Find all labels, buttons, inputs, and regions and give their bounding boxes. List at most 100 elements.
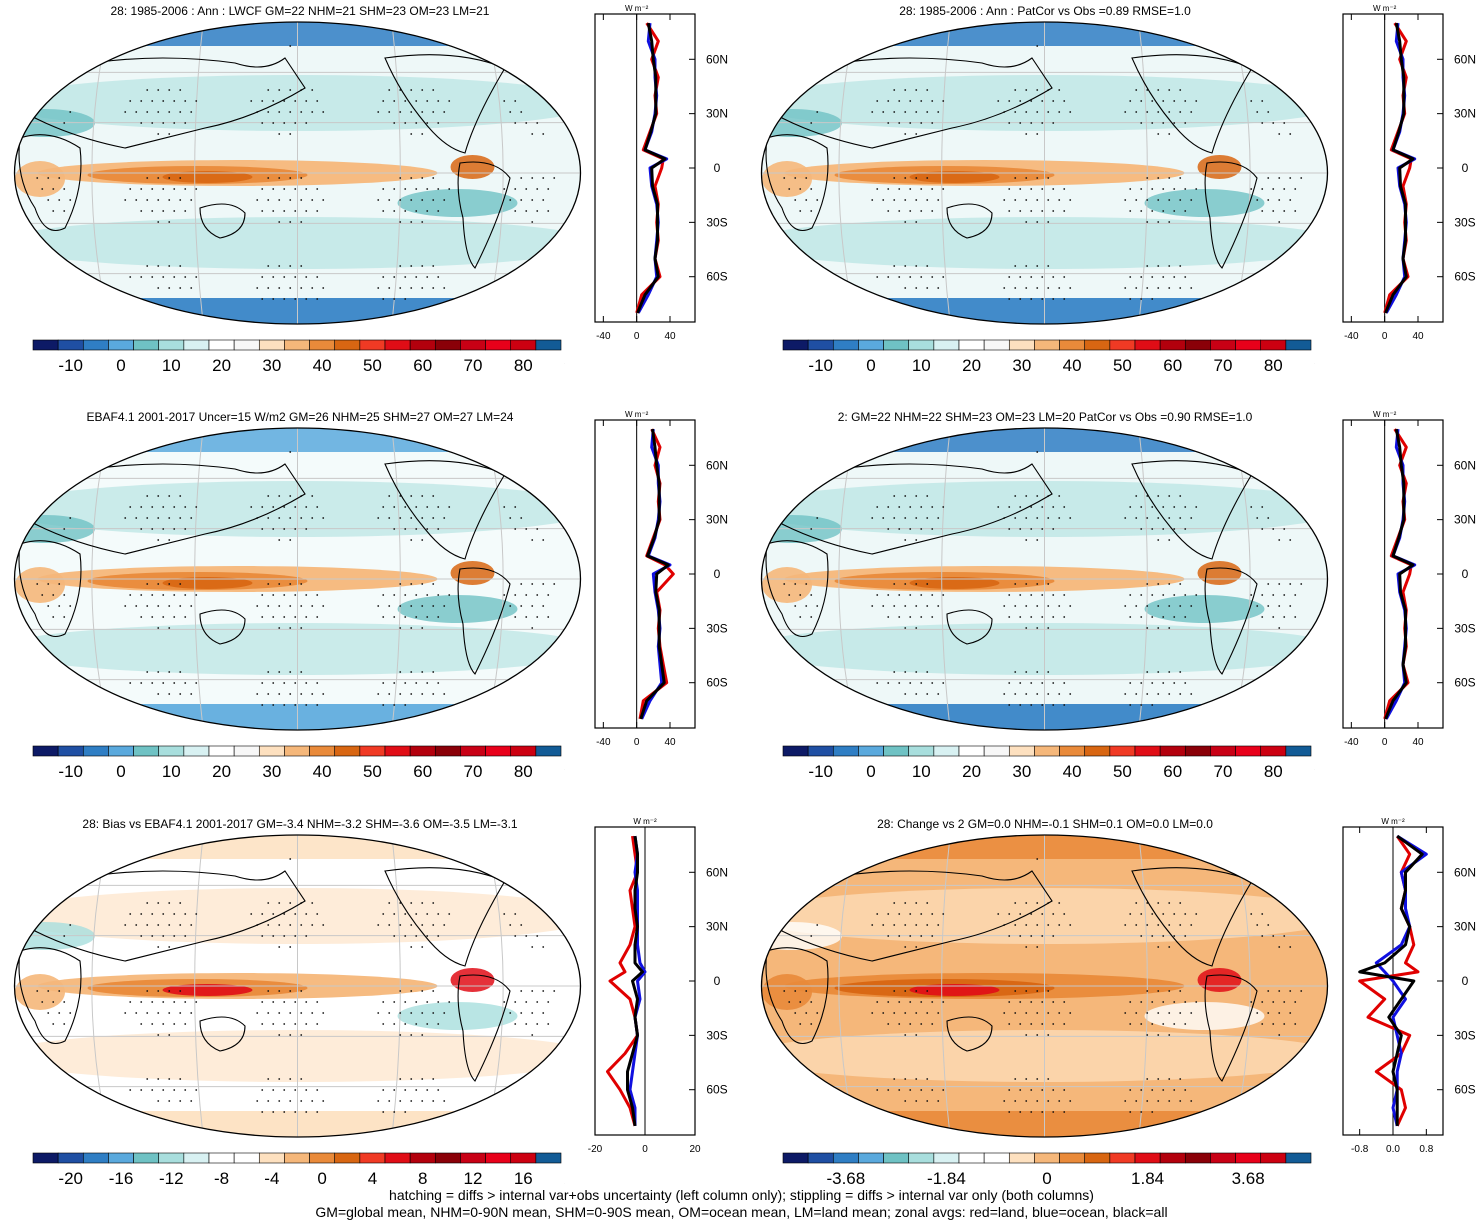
stipple-dot	[1157, 539, 1160, 541]
stipple-dot	[140, 122, 143, 124]
stipple-dot	[1036, 495, 1039, 497]
stipple-dot	[1124, 1012, 1127, 1014]
stipple-dot	[261, 704, 264, 706]
longitude-line	[1138, 835, 1148, 1137]
stipple-dot	[283, 1023, 286, 1025]
stipple-dot	[173, 1089, 176, 1091]
x-tick-label: -40	[1344, 331, 1359, 342]
stipple-dot	[1151, 210, 1154, 212]
stipple-dot	[1184, 594, 1187, 596]
stipple-dot	[157, 495, 160, 497]
stipple-dot	[168, 221, 171, 223]
australia-outline	[199, 609, 246, 645]
stipple-dot	[289, 902, 292, 904]
stipple-dot	[382, 616, 385, 618]
stipple-dot	[1283, 122, 1286, 124]
stipple-dot	[316, 704, 319, 706]
stipple-dot	[316, 616, 319, 618]
stipple-dot	[1047, 924, 1050, 926]
stipple-dot	[542, 605, 545, 607]
x-tick-label: -40	[1344, 737, 1359, 748]
stipple-dot	[135, 111, 138, 113]
stipple-dot	[41, 594, 44, 596]
stipple-dot	[1289, 177, 1292, 179]
stipple-dot	[316, 913, 319, 915]
stipple-dot	[124, 517, 127, 519]
colorbar-label: 80	[1264, 356, 1283, 375]
stipple-dot	[322, 693, 325, 695]
stipple-dot	[289, 605, 292, 607]
stipple-dot	[157, 605, 160, 607]
stipple-dot	[162, 594, 165, 596]
stipple-dot	[1003, 605, 1006, 607]
stipple-dot	[882, 111, 885, 113]
stipple-dot	[426, 682, 429, 684]
stipple-dot	[1173, 594, 1176, 596]
longitude-line	[941, 428, 951, 730]
colorbar-label: -4	[264, 1169, 279, 1188]
stipple-dot	[898, 594, 901, 596]
colorbar-box	[334, 745, 361, 757]
stipple-dot	[1008, 1001, 1011, 1003]
stipple-dot	[1124, 199, 1127, 201]
stipple-dot	[1162, 188, 1165, 190]
stipple-dot	[904, 1078, 907, 1080]
stipple-dot	[931, 1023, 934, 1025]
stipple-dot	[261, 210, 264, 212]
stipple-dot	[1036, 539, 1039, 541]
africa-convection	[15, 161, 65, 197]
stipple-dot	[1146, 1012, 1149, 1014]
stipple-dot	[520, 199, 523, 201]
stipple-dot	[926, 693, 929, 695]
stipple-dot	[893, 990, 896, 992]
stipple-dot	[898, 935, 901, 937]
stipple-dot	[294, 1001, 297, 1003]
stipple-dot	[1190, 199, 1193, 201]
colorbar-box	[1285, 1152, 1312, 1164]
stipple-dot	[1146, 671, 1149, 673]
map-field	[14, 835, 581, 1137]
stipple-dot	[173, 935, 176, 937]
stippling	[783, 45, 1303, 300]
stipple-dot	[146, 605, 149, 607]
stipple-dot	[47, 1012, 50, 1014]
stipple-dot	[1250, 1001, 1253, 1003]
stipple-dot	[1019, 528, 1022, 530]
stipple-dot	[1036, 1100, 1039, 1102]
colorbar-box	[384, 745, 411, 757]
stipple-dot	[926, 671, 929, 673]
colorbar-box	[1159, 1152, 1186, 1164]
colorbar-box	[1008, 1152, 1035, 1164]
stipple-dot	[1151, 276, 1154, 278]
stipple-dot	[300, 924, 303, 926]
stipple-dot	[1025, 1100, 1028, 1102]
stipple-dot	[69, 517, 72, 519]
stipple-dot	[1014, 111, 1017, 113]
stipple-dot	[316, 682, 319, 684]
colorbar-box	[983, 745, 1010, 757]
stipple-dot	[520, 924, 523, 926]
colorbar-box	[1285, 339, 1312, 351]
colorbar-box	[908, 745, 935, 757]
stipple-dot	[168, 111, 171, 113]
stipple-dot	[920, 528, 923, 530]
stipple-dot	[399, 671, 402, 673]
australia-outline	[199, 1016, 246, 1052]
stipple-dot	[1129, 276, 1132, 278]
stipple-dot	[316, 100, 319, 102]
stipple-dot	[432, 924, 435, 926]
stipple-dot	[1036, 1034, 1039, 1036]
stipple-dot	[157, 1100, 160, 1102]
graticule	[14, 428, 581, 730]
stipple-dot	[931, 276, 934, 278]
stipple-dot	[937, 924, 940, 926]
colorbar-label: 90	[564, 762, 565, 781]
stipple-dot	[942, 506, 945, 508]
stipple-dot	[887, 188, 890, 190]
stipple-dot	[1190, 287, 1193, 289]
stipple-dot	[184, 100, 187, 102]
stipple-dot	[514, 594, 517, 596]
y-tick-label: 30S	[706, 215, 727, 229]
stipple-dot	[514, 122, 517, 124]
stipple-dot	[272, 506, 275, 508]
